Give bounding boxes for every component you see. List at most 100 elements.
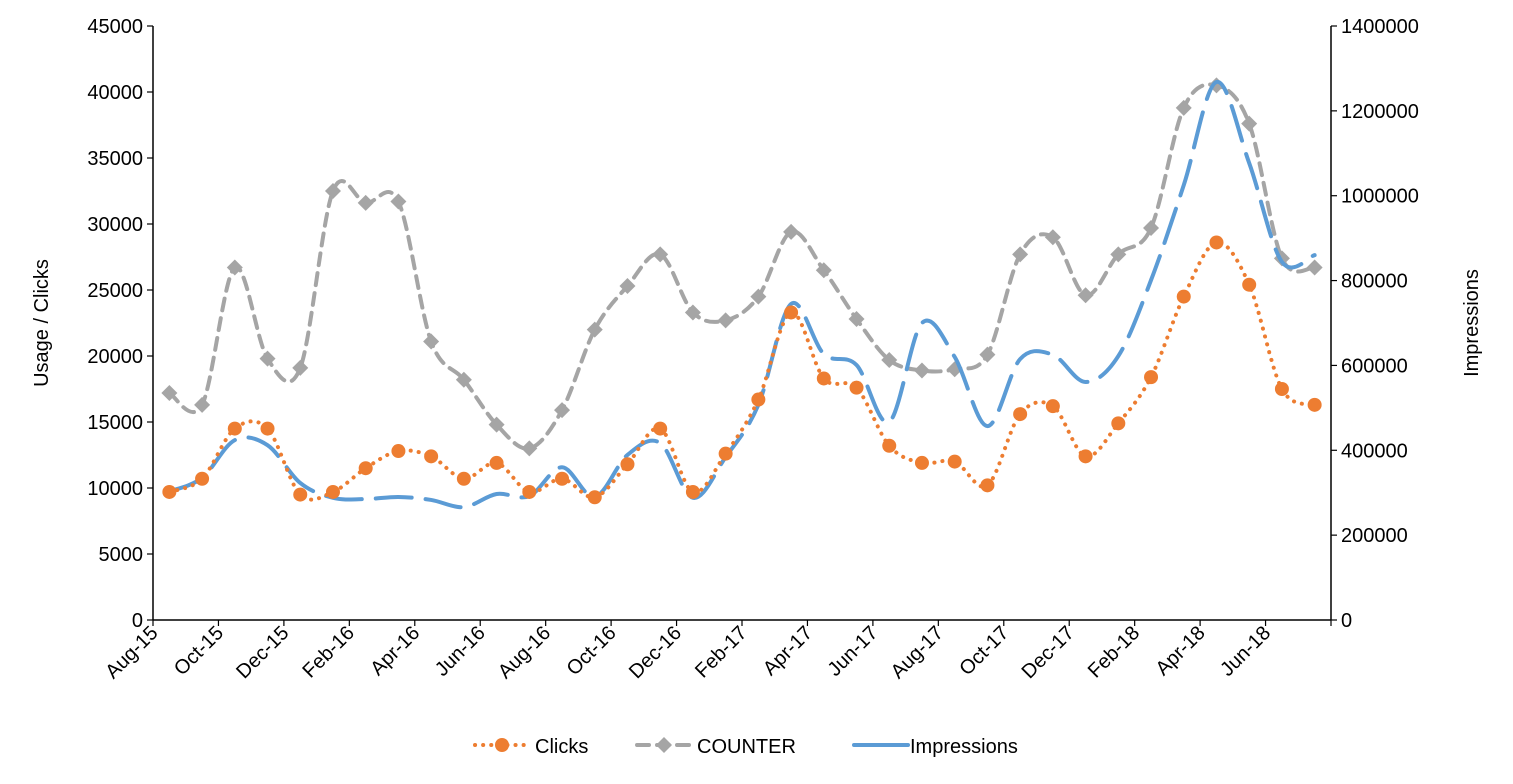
y2-tick-label: 400000 — [1341, 440, 1408, 462]
series-impressions — [167, 80, 1317, 510]
x-tick-label: Dec-15 — [232, 622, 293, 683]
y2-tick-label: 0 — [1341, 610, 1352, 632]
x-tick-label: Apr-18 — [1152, 622, 1210, 680]
data-point — [455, 371, 472, 388]
y-tick-label: 30000 — [87, 214, 143, 236]
data-point — [259, 350, 276, 367]
data-point — [260, 421, 275, 436]
data-point — [358, 461, 373, 476]
x-tick-label: Apr-17 — [759, 622, 817, 680]
data-point — [1143, 219, 1160, 236]
data-point — [227, 421, 242, 436]
data-point — [1012, 246, 1029, 263]
data-point — [226, 259, 243, 276]
data-point — [684, 304, 701, 321]
x-tick-label: Jun-18 — [1216, 622, 1275, 681]
legend-item-clicks: Clicks — [473, 736, 588, 758]
data-point — [390, 193, 407, 210]
legend-item-counter: COUNTER — [635, 736, 796, 758]
data-point — [194, 396, 211, 413]
data-point — [718, 446, 733, 461]
data-point — [947, 454, 962, 469]
data-point — [1242, 277, 1257, 292]
x-tick-label: Feb-16 — [298, 622, 358, 682]
data-point — [1144, 370, 1159, 385]
data-point — [1044, 229, 1061, 246]
data-point — [783, 223, 800, 240]
data-point — [161, 384, 178, 401]
data-point — [751, 392, 766, 407]
data-point — [685, 484, 700, 499]
x-tick-label: Aug-17 — [887, 622, 948, 683]
legend-item-impressions: Impressions — [852, 736, 1018, 758]
data-point — [324, 183, 341, 199]
data-point — [1176, 289, 1191, 304]
y2-tick-label: 200000 — [1341, 525, 1408, 547]
data-point — [489, 455, 504, 470]
x-tick-label: Dec-17 — [1018, 622, 1079, 683]
series-line-impressions — [167, 80, 1317, 510]
data-point — [325, 484, 340, 499]
series-line-counter — [167, 82, 1317, 451]
legend-marker — [656, 737, 672, 753]
data-point — [653, 421, 668, 436]
series-clicks — [162, 235, 1322, 505]
data-point — [586, 321, 603, 338]
legend-label: COUNTER — [697, 736, 796, 758]
data-point — [849, 380, 864, 395]
y-tick-label: 40000 — [87, 82, 143, 104]
data-point — [195, 471, 210, 486]
legend: Clicks COUNTER Impressions — [473, 736, 1018, 758]
data-point — [914, 455, 929, 470]
data-point — [555, 471, 570, 486]
legend-label: Clicks — [535, 736, 588, 758]
y2-tick-label: 1400000 — [1341, 16, 1419, 38]
y-tick-label: 35000 — [87, 148, 143, 170]
data-point — [424, 449, 439, 464]
x-tick-label: Dec-16 — [625, 622, 686, 683]
x-tick-label: Jun-16 — [431, 622, 490, 681]
data-point — [1274, 382, 1289, 396]
x-tick-label: Jun-17 — [824, 622, 883, 681]
y-tick-label: 5000 — [99, 544, 144, 566]
data-point — [881, 351, 898, 368]
x-tick-label: Feb-17 — [691, 622, 751, 682]
data-point — [913, 362, 930, 379]
data-point — [293, 487, 308, 502]
data-point — [1013, 407, 1028, 422]
data-point — [554, 402, 571, 419]
y2-tick-label: 1200000 — [1341, 101, 1419, 123]
data-point — [522, 484, 537, 499]
y-tick-label: 15000 — [87, 412, 143, 434]
data-point — [717, 312, 734, 329]
x-tick-label: Oct-15 — [170, 622, 228, 680]
data-point — [816, 371, 831, 386]
y2-axis-label: Impressions — [1461, 269, 1483, 377]
y-tick-label: 0 — [132, 610, 143, 632]
data-point — [1209, 235, 1224, 250]
data-point — [292, 359, 309, 376]
data-point — [652, 246, 669, 263]
series-line-clicks — [167, 240, 1317, 502]
y-tick-label: 25000 — [87, 280, 143, 302]
data-point — [1175, 99, 1192, 116]
x-tick-label: Oct-16 — [563, 622, 621, 680]
data-point — [1110, 246, 1127, 263]
data-point — [882, 438, 897, 453]
data-point — [423, 333, 440, 350]
data-point — [980, 478, 995, 493]
data-point — [1077, 287, 1094, 304]
legend-marker — [495, 738, 509, 752]
y-tick-label: 20000 — [87, 346, 143, 368]
x-tick-label: Apr-16 — [366, 622, 424, 680]
y2-tick-label: 800000 — [1341, 271, 1408, 293]
data-point — [456, 471, 471, 486]
data-point — [619, 278, 636, 295]
series-counter — [161, 77, 1323, 457]
data-point — [1241, 115, 1258, 132]
y-axis-label: Usage / Clicks — [31, 259, 53, 387]
data-point — [1111, 416, 1126, 431]
data-point — [1306, 259, 1323, 276]
y-tick-label: 10000 — [87, 478, 143, 500]
